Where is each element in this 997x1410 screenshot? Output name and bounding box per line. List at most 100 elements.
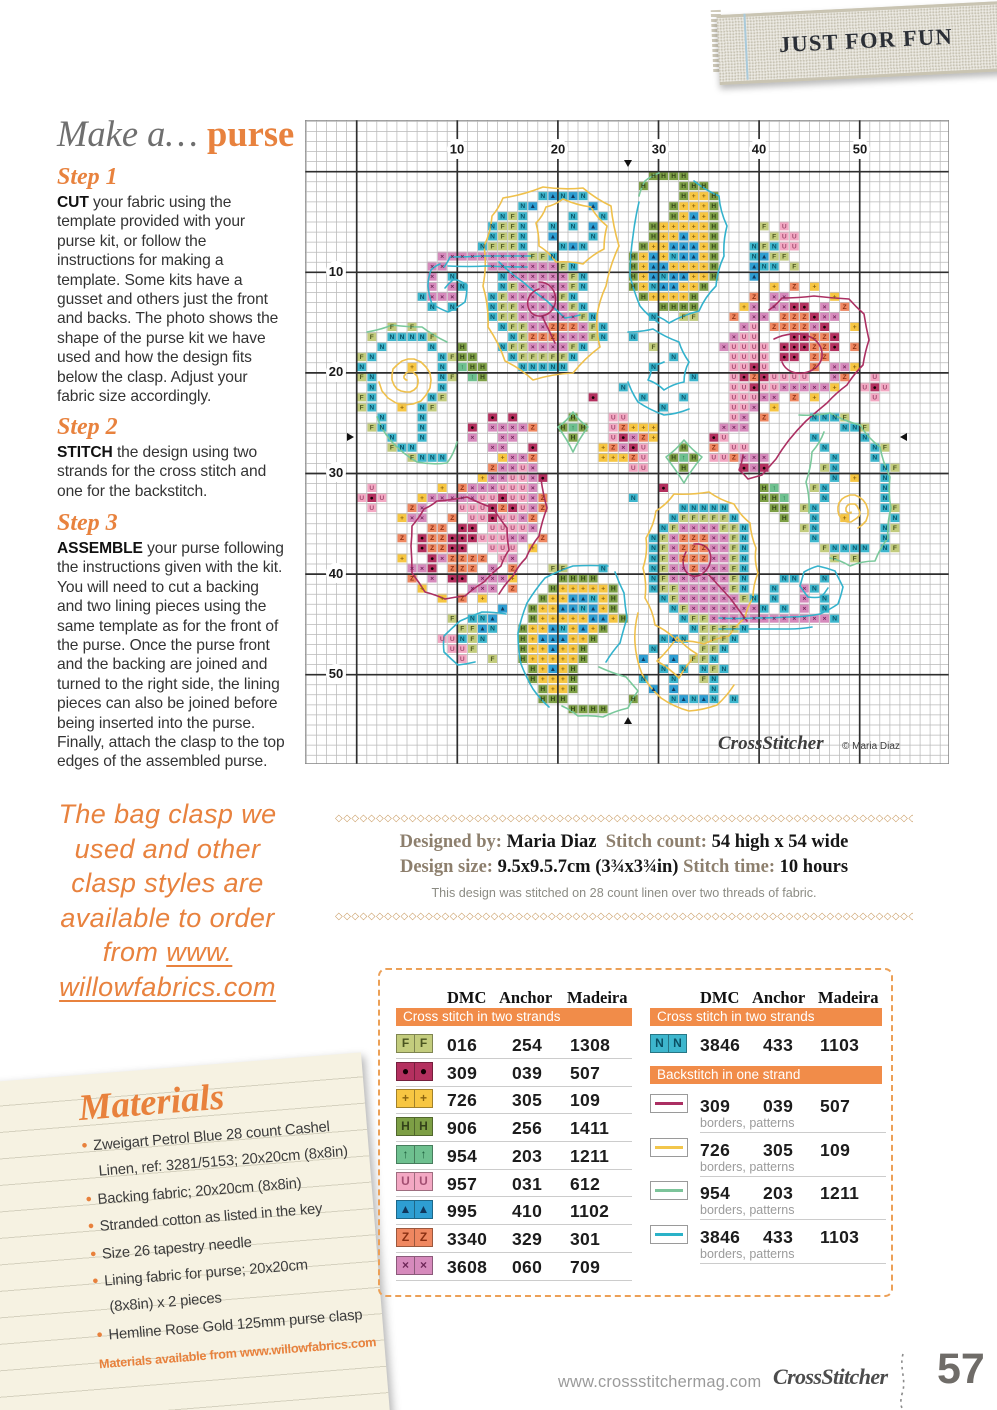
svg-text:●: ● [742, 465, 746, 472]
svg-text:×: × [722, 425, 726, 432]
svg-text:H: H [701, 284, 706, 291]
svg-text:●: ● [782, 354, 786, 361]
svg-text:H: H [681, 193, 686, 200]
svg-text:+: + [440, 596, 444, 603]
svg-text:N: N [601, 324, 606, 331]
svg-text:F: F [591, 334, 595, 341]
svg-text:H: H [782, 515, 787, 522]
svg-text:U: U [480, 515, 485, 522]
svg-text:Z: Z [440, 535, 444, 542]
svg-text:×: × [521, 294, 525, 301]
svg-text:●: ● [370, 495, 374, 502]
svg-text:▲: ▲ [570, 596, 577, 603]
svg-text:N: N [691, 374, 696, 381]
svg-text:Z: Z [440, 545, 444, 552]
svg-text:N: N [711, 505, 716, 512]
svg-text:N: N [420, 425, 425, 432]
svg-text:U: U [611, 435, 616, 442]
svg-text:●: ● [470, 535, 474, 542]
svg-text:F: F [732, 525, 736, 532]
svg-text:Z: Z [772, 324, 776, 331]
svg-text:U: U [500, 525, 505, 532]
svg-text:N: N [711, 676, 716, 683]
svg-text:N: N [641, 394, 646, 401]
svg-text:×: × [712, 616, 716, 623]
svg-text:×: × [833, 374, 837, 381]
svg-text:N: N [681, 505, 686, 512]
svg-text:F: F [370, 334, 374, 341]
svg-text:F: F [430, 404, 434, 411]
svg-text:N: N [520, 203, 525, 210]
svg-text:●: ● [873, 384, 877, 391]
svg-text:●: ● [782, 344, 786, 351]
svg-text:F: F [712, 626, 716, 633]
svg-text:F: F [551, 354, 555, 361]
svg-text:●: ● [450, 575, 454, 582]
svg-text:50: 50 [853, 142, 867, 157]
svg-text:+: + [481, 475, 485, 482]
svg-text:N: N [500, 274, 505, 281]
svg-text:×: × [470, 435, 474, 442]
svg-text:F: F [410, 324, 414, 331]
svg-text:×: × [762, 314, 766, 321]
svg-text:F: F [812, 485, 816, 492]
svg-text:+: + [662, 254, 666, 261]
svg-text:×: × [491, 254, 495, 261]
svg-text:×: × [521, 254, 525, 261]
svg-text:×: × [692, 606, 696, 613]
svg-text:●: ● [752, 384, 756, 391]
svg-text:F: F [511, 233, 515, 240]
svg-text:×: × [712, 596, 716, 603]
svg-text:Z: Z [822, 344, 826, 351]
svg-text:▲: ▲ [680, 233, 687, 240]
svg-text:F: F [370, 425, 374, 432]
svg-text:H: H [681, 445, 686, 452]
svg-text:N: N [671, 515, 676, 522]
svg-text:Z: Z [843, 374, 847, 381]
svg-text:N: N [671, 696, 676, 703]
svg-text:+: + [591, 586, 595, 593]
svg-text:×: × [732, 596, 736, 603]
svg-text:×: × [722, 545, 726, 552]
svg-text:●: ● [802, 304, 806, 311]
svg-text:U: U [490, 525, 495, 532]
svg-text:▲: ▲ [670, 274, 677, 281]
svg-text:↑: ↑ [783, 495, 786, 502]
svg-text:N: N [812, 515, 817, 522]
svg-text:×: × [460, 495, 464, 502]
svg-text:Z: Z [802, 314, 806, 321]
svg-text:●: ● [591, 394, 595, 401]
svg-text:F: F [692, 616, 696, 623]
svg-text:▲: ▲ [650, 274, 657, 281]
svg-text:+: + [400, 515, 404, 522]
svg-text:F: F [702, 515, 706, 522]
svg-text:F: F [742, 596, 746, 603]
svg-text:×: × [531, 274, 535, 281]
svg-text:N: N [671, 254, 676, 261]
svg-text:N: N [490, 223, 495, 230]
svg-text:U: U [500, 535, 505, 542]
svg-text:●: ● [531, 445, 535, 452]
svg-text:N: N [742, 586, 747, 593]
svg-text:N: N [601, 213, 606, 220]
svg-text:N: N [380, 425, 385, 432]
svg-text:+: + [641, 264, 645, 271]
svg-text:N: N [782, 575, 787, 582]
svg-text:●: ● [812, 314, 816, 321]
svg-text:▲: ▲ [600, 616, 607, 623]
svg-text:●: ● [501, 495, 505, 502]
svg-text:Z: Z [792, 314, 796, 321]
svg-text:U: U [621, 415, 626, 422]
svg-text:F: F [450, 616, 454, 623]
svg-text:×: × [481, 254, 485, 261]
svg-text:N: N [883, 535, 888, 542]
svg-text:F: F [390, 324, 394, 331]
svg-text:N: N [561, 626, 566, 633]
svg-text:50: 50 [329, 666, 343, 681]
svg-text:N: N [722, 666, 727, 673]
svg-text:●: ● [491, 515, 495, 522]
svg-text:N: N [561, 193, 566, 200]
svg-text:H: H [772, 505, 777, 512]
svg-text:U: U [732, 374, 737, 381]
svg-text:▲: ▲ [650, 264, 657, 271]
